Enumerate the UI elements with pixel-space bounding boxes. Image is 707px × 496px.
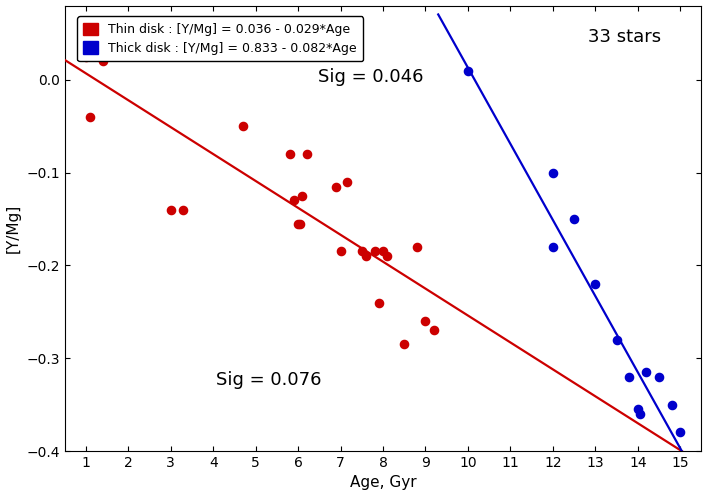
Legend: Thin disk : [Y/Mg] = 0.036 - 0.029*Age, Thick disk : [Y/Mg] = 0.833 - 0.082*Age: Thin disk : [Y/Mg] = 0.036 - 0.029*Age, … — [77, 16, 363, 61]
Point — [331, 183, 342, 190]
Y-axis label: [Y/Mg]: [Y/Mg] — [6, 204, 21, 253]
Point — [84, 113, 95, 121]
Point — [369, 248, 380, 255]
Point — [80, 53, 91, 61]
Point — [632, 405, 643, 413]
Point — [641, 368, 652, 376]
Point — [568, 215, 580, 223]
Point — [590, 280, 601, 288]
Text: Sig = 0.076: Sig = 0.076 — [216, 371, 321, 389]
Point — [462, 66, 474, 74]
Point — [93, 48, 104, 56]
Point — [288, 196, 300, 204]
Point — [547, 169, 559, 177]
Point — [653, 373, 665, 381]
Point — [361, 252, 372, 260]
Point — [611, 336, 622, 344]
Point — [411, 243, 423, 251]
Point — [238, 122, 249, 130]
Text: Sig = 0.046: Sig = 0.046 — [317, 68, 423, 86]
Point — [674, 429, 686, 436]
Text: 33 stars: 33 stars — [588, 28, 662, 46]
Point — [428, 326, 440, 334]
Point — [284, 150, 296, 158]
Point — [399, 340, 410, 348]
X-axis label: Age, Gyr: Age, Gyr — [350, 476, 416, 491]
Point — [382, 252, 393, 260]
Point — [547, 243, 559, 251]
Point — [335, 248, 346, 255]
Point — [97, 57, 108, 65]
Point — [356, 248, 368, 255]
Point — [666, 401, 677, 409]
Point — [420, 317, 431, 325]
Point — [378, 248, 389, 255]
Point — [165, 206, 176, 214]
Point — [297, 192, 308, 200]
Point — [624, 373, 635, 381]
Point — [178, 206, 189, 214]
Point — [634, 410, 645, 418]
Point — [341, 178, 353, 186]
Point — [373, 299, 385, 307]
Point — [301, 150, 312, 158]
Point — [293, 220, 304, 228]
Point — [295, 220, 306, 228]
